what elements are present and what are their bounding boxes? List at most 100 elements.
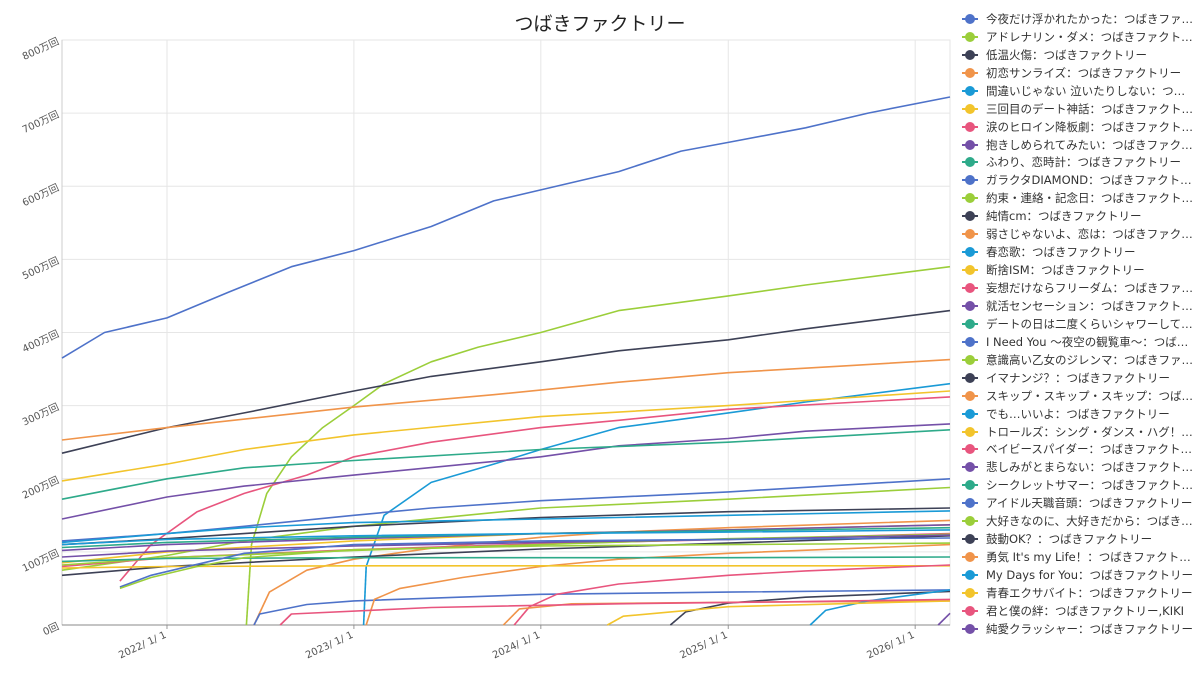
legend-item[interactable]: 初恋サンライズ：つばきファクトリー [962,64,1198,82]
legend-item[interactable]: 純情cm：つばきファクトリー [962,207,1198,225]
series-line[interactable] [61,429,951,500]
legend-item[interactable]: 就活センセーション：つばきファクトリー [962,297,1198,315]
x-tick-label: 2022/ 1/ 1 [117,630,168,662]
series-line[interactable] [119,396,951,582]
legend-item[interactable]: 鼓動OK？：つばきファクトリー [962,530,1198,548]
legend-item[interactable]: 抱きしめられてみたい：つばきファクトリ… [962,136,1198,154]
legend-item[interactable]: 約束・連絡・記念日：つばきファクトリー [962,189,1198,207]
legend-swatch [962,229,978,240]
series-launch-segment [279,613,292,626]
series-line[interactable] [279,598,951,626]
legend-swatch [962,31,978,42]
x-axis: 2022/ 1/ 1 2023/ 1/ 1 2024/ 1/ 1 2025/ 1/ 1… [62,624,950,662]
legend-swatch [962,605,978,616]
series-line[interactable] [61,390,951,482]
series-line[interactable] [119,537,951,588]
legend-label: 低温火傷：つばきファクトリー [986,47,1147,62]
legend-item[interactable]: 意識高い乙女のジレンマ：つばきファク… [962,351,1198,369]
y-tick-label: 800万回 [20,35,61,62]
series-line[interactable] [119,542,951,590]
legend-item[interactable]: 低温火傷：つばきファクトリー [962,46,1198,64]
legend-swatch [962,534,978,545]
legend: 今夜だけ浮かれたかった：つばきファク… アドレナリン・ダメ：つばきファクトリー 低温… [962,10,1198,638]
series-line[interactable] [61,535,951,577]
legend-item[interactable]: ベイビースパイダー：つばきファクトリー [962,441,1198,459]
legend-label: アドレナリン・ダメ：つばきファクトリー [986,29,1194,44]
legend-item[interactable]: 今夜だけ浮かれたかった：つばきファク… [962,10,1198,28]
legend-swatch [962,139,978,150]
legend-swatch [962,462,978,473]
legend-item[interactable]: ガラクタDIAMOND：つばきファクトリー [962,171,1198,189]
legend-label: 純愛クラッシャー：つばきファクトリー [986,621,1193,636]
legend-item[interactable]: 君と僕の絆：つばきファクトリー,KIKI [962,602,1198,620]
legend-item[interactable]: My Days for You：つばきファクトリー [962,566,1198,584]
series-line[interactable] [61,510,951,544]
legend-item[interactable]: スキップ・スキップ・スキップ：つばきフ… [962,387,1198,405]
legend-item[interactable]: デートの日は二度くらいシャワーして出… [962,315,1198,333]
legend-label: ベイビースパイダー：つばきファクトリー [986,442,1194,457]
legend-item[interactable]: 純愛クラッシャー：つばきファクトリー [962,620,1198,638]
legend-item[interactable]: 春恋歌：つばきファクトリー [962,243,1198,261]
legend-label: 妄想だけならフリーダム：つばきファクト… [986,281,1194,296]
legend-item[interactable]: ふわり、恋時計：つばきファクトリー [962,154,1198,172]
series-line[interactable] [61,529,951,546]
legend-item[interactable]: 青春エクサバイト：つばきファクトリー [962,584,1198,602]
legend-label: 鼓動OK？：つばきファクトリー [986,532,1153,547]
legend-item[interactable]: 妄想だけならフリーダム：つばきファクト… [962,279,1198,297]
series-line[interactable] [61,556,951,563]
legend-item[interactable]: 悲しみがとまらない：つばきファクトリー [962,458,1198,476]
x-tick-label: 2025/ 1/ 1 [678,630,729,662]
legend-label: トロールズ：シング・ダンス・ハグ！：つ… [986,424,1194,439]
legend-swatch [962,193,978,204]
legend-swatch [962,283,978,294]
legend-swatch [962,211,978,222]
legend-item[interactable]: 間違いじゃない 泣いたりしない：つばき… [962,82,1198,100]
series-launch-segment [937,612,951,626]
series-line[interactable] [362,382,951,626]
series-line[interactable] [61,309,951,454]
series-line[interactable] [61,565,950,569]
legend-swatch [962,265,978,276]
series-line[interactable] [61,358,951,441]
legend-item[interactable]: 涙のヒロイン降板劇：つばきファクトリー [962,118,1198,136]
series-line[interactable] [245,265,951,626]
series-line[interactable] [253,589,951,626]
y-tick-label: 0回 [41,620,61,638]
legend-label: 春恋歌：つばきファクトリー [986,245,1136,260]
legend-label: 抱きしめられてみたい：つばきファクトリ… [986,137,1194,152]
legend-swatch [962,318,978,329]
legend-swatch [962,67,978,78]
series-line[interactable] [61,96,951,359]
series-launch-segment [362,566,367,626]
y-tick-label: 100万回 [20,547,61,574]
legend-item[interactable]: シークレットサマー：つばきファクトリー [962,476,1198,494]
legend-item[interactable]: 断捨ISM：つばきファクトリー [962,261,1198,279]
legend-swatch [962,157,978,168]
series-line[interactable] [61,423,951,520]
legend-item[interactable]: トロールズ：シング・ダンス・ハグ！：つ… [962,423,1198,441]
legend-swatch [962,570,978,581]
series-line[interactable] [513,564,951,626]
legend-item[interactable]: でも…いいよ：つばきファクトリー [962,405,1198,423]
series-line[interactable] [365,543,951,626]
legend-label: アイドル天職音頭：つばきファクトリー [986,496,1193,511]
legend-item[interactable]: アイドル天職音頭：つばきファクトリー [962,494,1198,512]
legend-label: 純情cm：つばきファクトリー [986,209,1142,224]
legend-item[interactable]: I Need You ～夜空の観覧車～：つば… [962,333,1198,351]
legend-swatch [962,444,978,455]
legend-item[interactable]: 勇気 It's my Life！：つばきファクトリー [962,548,1198,566]
y-tick-label: 500万回 [20,255,61,282]
legend-swatch [962,300,978,311]
y-tick-label: 200万回 [20,474,61,501]
legend-label: 涙のヒロイン降板劇：つばきファクトリー [986,119,1194,134]
legend-item[interactable]: イマナンジ？：つばきファクトリー [962,369,1198,387]
legend-swatch [962,552,978,563]
series-line[interactable] [937,612,951,626]
legend-item[interactable]: アドレナリン・ダメ：つばきファクトリー [962,28,1198,46]
series-line[interactable] [607,600,951,626]
legend-item[interactable]: 大好きなのに、大好きだから：つばきフ… [962,512,1198,530]
series-line[interactable] [809,589,951,626]
legend-item[interactable]: 弱さじゃないよ、恋は：つばきファクトリー [962,225,1198,243]
legend-item[interactable]: 三回目のデート神話：つばきファクトリー [962,100,1198,118]
x-tick-label: 2024/ 1/ 1 [491,630,542,662]
